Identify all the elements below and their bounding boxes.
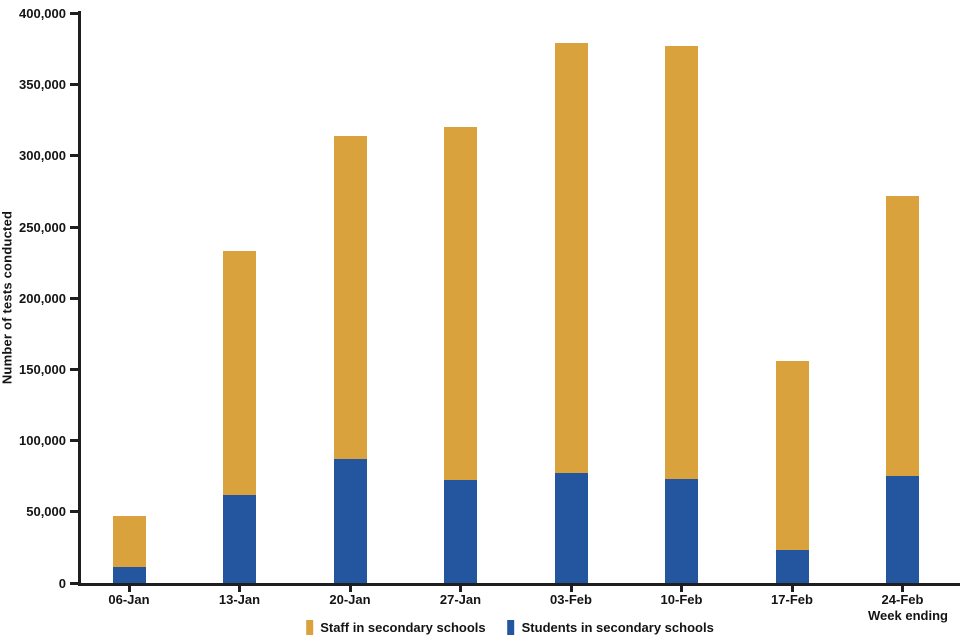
y-tick-mark	[70, 439, 78, 443]
bar-segment-staff	[112, 516, 146, 568]
y-tick-label: 400,000	[19, 5, 66, 21]
y-tick-label: 300,000	[19, 148, 66, 164]
bar-20-jan	[333, 135, 367, 583]
bar-segment-students	[112, 567, 146, 583]
bar-segment-staff	[886, 195, 919, 477]
bar-segment-staff	[665, 46, 698, 480]
y-tick-mark	[70, 11, 78, 15]
legend-label: Students in secondary schools	[521, 620, 714, 635]
legend-swatch	[507, 620, 515, 635]
y-tick-mark	[70, 510, 78, 514]
bar-24-feb	[886, 195, 919, 583]
y-tick-label: 350,000	[19, 77, 66, 93]
x-tick-label: 10-Feb	[660, 592, 703, 607]
x-tick-mark	[348, 586, 352, 592]
bar-segment-staff	[775, 360, 809, 551]
legend-swatch	[306, 620, 314, 635]
bar-segment-students	[886, 476, 919, 583]
legend: Staff in secondary schools Students in se…	[306, 620, 714, 635]
x-tick-mark	[459, 586, 462, 592]
bar-17-feb	[775, 360, 809, 583]
x-tick-label: 13-Jan	[218, 592, 261, 607]
x-tick-mark	[790, 586, 794, 592]
y-tick-mark	[70, 225, 78, 229]
x-tick-mark	[680, 586, 683, 592]
x-axis-title: Week ending	[868, 608, 948, 623]
bar-06-jan	[112, 516, 146, 583]
bar-segment-staff	[223, 251, 256, 495]
y-tick-label: 200,000	[19, 290, 66, 306]
y-tick-mark	[70, 367, 78, 371]
legend-item: Students in secondary schools	[507, 620, 714, 635]
x-tick-label: 17-Feb	[771, 592, 813, 607]
y-tick-mark	[70, 581, 78, 585]
bar-segment-students	[554, 473, 588, 583]
x-tick-mark	[238, 586, 241, 592]
bar-10-feb	[665, 46, 698, 583]
bar-13-jan	[223, 251, 256, 583]
legend-label: Staff in secondary schools	[320, 620, 486, 635]
y-tick-label: 100,000	[19, 433, 66, 449]
bar-segment-students	[333, 459, 367, 583]
y-tick-label: 250,000	[19, 219, 66, 235]
y-tick-label: 0	[58, 575, 66, 591]
bar-segment-staff	[554, 43, 588, 474]
bar-27-jan	[444, 127, 477, 583]
y-tick-mark	[70, 296, 78, 300]
y-tick-mark	[70, 83, 78, 87]
y-tick-mark	[70, 154, 78, 158]
x-tick-label: 27-Jan	[439, 592, 482, 607]
bar-03-feb	[554, 43, 588, 583]
x-tick-mark	[569, 586, 573, 592]
legend-item: Staff in secondary schools	[306, 620, 486, 635]
bar-segment-students	[444, 480, 477, 583]
bar-segment-students	[775, 550, 809, 583]
y-tick-label: 150,000	[19, 361, 66, 377]
x-tick-mark	[901, 586, 904, 592]
x-tick-label: 20-Jan	[329, 592, 371, 607]
y-tick-label: 50,000	[26, 504, 66, 520]
x-tick-mark	[127, 586, 131, 592]
bar-segment-students	[223, 494, 256, 583]
x-tick-label: 06-Jan	[108, 592, 150, 607]
x-axis-line	[78, 583, 960, 586]
bar-segment-students	[665, 479, 698, 583]
bar-segment-staff	[333, 135, 367, 460]
y-axis-line	[78, 11, 81, 586]
bar-segment-staff	[444, 127, 477, 481]
x-tick-label: 24-Feb	[881, 592, 924, 607]
x-tick-label: 03-Feb	[550, 592, 592, 607]
